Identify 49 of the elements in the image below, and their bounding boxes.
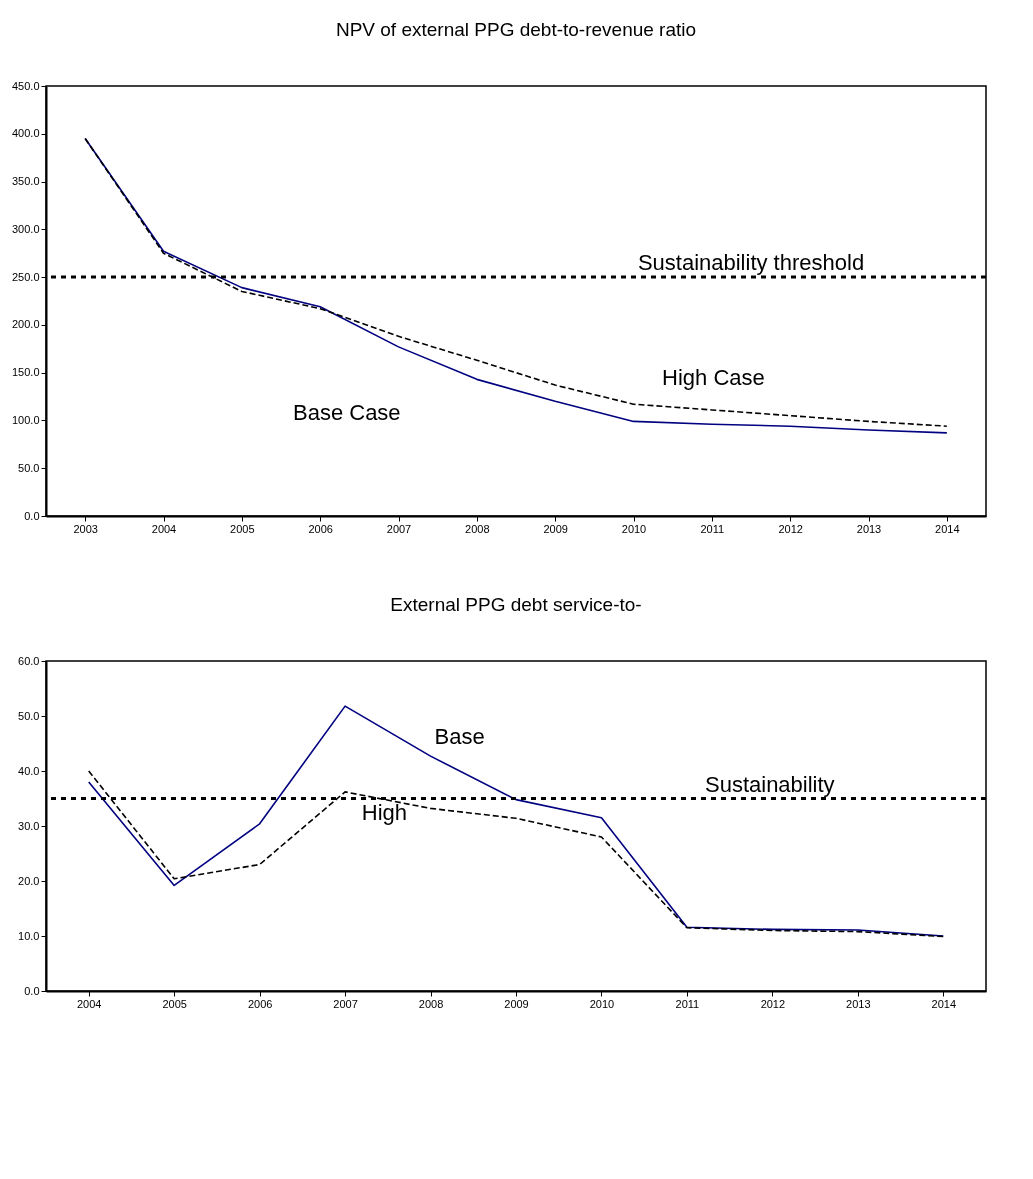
y-tick-label: 50.0 bbox=[18, 461, 40, 474]
x-tick-label: 2005 bbox=[230, 522, 255, 535]
y-tick-label: 150.0 bbox=[11, 366, 40, 379]
x-tick-label: 2007 bbox=[333, 997, 358, 1010]
chart-title: NPV of external PPG debt-to-revenue ratio bbox=[335, 19, 697, 40]
annotation: Base Case bbox=[292, 399, 401, 425]
x-tick-label: 2010 bbox=[621, 522, 647, 535]
y-tick-label: 100.0 bbox=[11, 413, 40, 426]
y-tick-label: 50.0 bbox=[18, 709, 40, 722]
x-tick-label: 2010 bbox=[589, 997, 615, 1010]
x-tick-label: 2014 bbox=[935, 522, 960, 535]
y-tick-label: 20.0 bbox=[18, 874, 40, 887]
annotation: High Case bbox=[662, 365, 765, 391]
y-tick-label: 300.0 bbox=[11, 222, 40, 235]
annotation: High bbox=[361, 799, 408, 825]
x-tick-label: 2011 bbox=[675, 997, 700, 1010]
y-tick-label: 40.0 bbox=[18, 764, 40, 777]
ref-line-label: Sustainability threshold bbox=[637, 250, 865, 276]
y-tick-label: 0.0 bbox=[24, 984, 40, 997]
x-tick-label: 2014 bbox=[931, 997, 957, 1010]
x-tick-label: 2013 bbox=[846, 997, 871, 1010]
y-tick-label: 30.0 bbox=[18, 819, 40, 832]
y-tick-label: 450.0 bbox=[11, 79, 40, 92]
x-tick-label: 2009 bbox=[543, 522, 568, 535]
y-tick-label: 400.0 bbox=[11, 127, 40, 140]
ref-line-label: Sustainability bbox=[704, 771, 835, 797]
x-tick-label: 2004 bbox=[151, 522, 177, 535]
x-tick-label: 2005 bbox=[162, 997, 187, 1010]
x-tick-label: 2007 bbox=[386, 522, 412, 535]
x-tick-label: 2004 bbox=[76, 997, 102, 1010]
x-tick-label: 2011 bbox=[700, 522, 725, 535]
y-tick-label: 200.0 bbox=[11, 318, 40, 331]
y-tick-label: 60.0 bbox=[18, 654, 40, 667]
x-tick-label: 2006 bbox=[247, 997, 273, 1010]
x-tick-label: 2003 bbox=[73, 522, 98, 535]
x-tick-label: 2006 bbox=[308, 522, 333, 535]
y-tick-label: 10.0 bbox=[18, 929, 40, 942]
chart-title: External PPG debt service-to- bbox=[390, 594, 642, 615]
annotation: Base bbox=[434, 723, 485, 749]
x-tick-label: 2013 bbox=[856, 522, 882, 535]
y-tick-label: 250.0 bbox=[11, 270, 40, 283]
x-tick-label: 2008 bbox=[465, 522, 490, 535]
line-series bbox=[87, 705, 945, 937]
x-tick-label: 2012 bbox=[760, 997, 786, 1010]
x-tick-label: 2012 bbox=[778, 522, 803, 535]
x-tick-label: 2008 bbox=[418, 997, 444, 1010]
y-tick-label: 350.0 bbox=[11, 175, 40, 188]
y-tick-label: 0.0 bbox=[24, 509, 40, 522]
x-tick-label: 2009 bbox=[504, 997, 529, 1010]
